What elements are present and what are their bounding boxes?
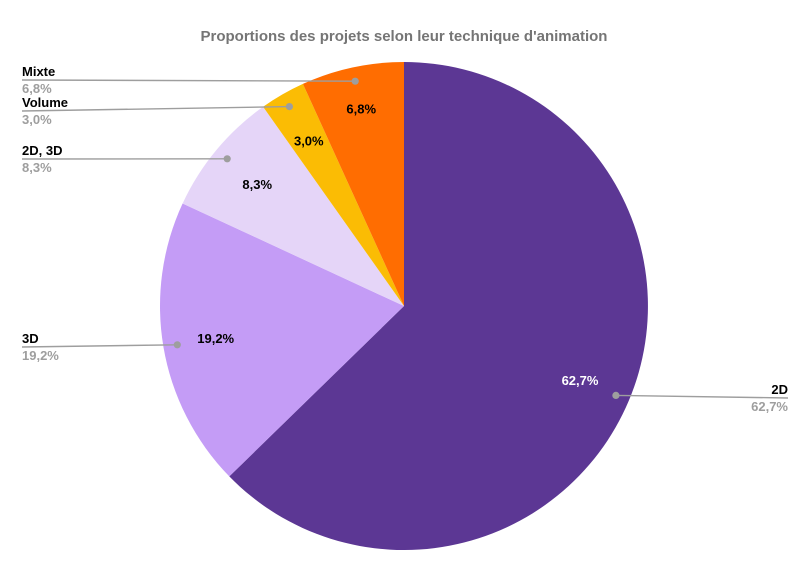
pie-slice-2d-3d[interactable] <box>182 106 404 306</box>
callout-percent-3d: 19,2% <box>22 348 59 363</box>
chart-title: Proportions des projets selon leur techn… <box>201 28 608 45</box>
callout-label-3d: 3D <box>22 331 39 346</box>
slice-value-2d-3d: 8,3% <box>242 177 272 192</box>
callout-label-volume: Volume <box>22 95 68 110</box>
pie-slice-3d[interactable] <box>159 203 404 477</box>
slice-value-volume: 3,0% <box>294 133 324 148</box>
callout-dot-3d <box>173 341 181 349</box>
callout-label-mixte: Mixte <box>22 64 55 79</box>
callout-percent-2d: 62,7% <box>751 399 788 414</box>
pie-slice-volume[interactable] <box>263 83 404 307</box>
callout-dot-2d <box>612 391 620 399</box>
pie-slice-mixte[interactable] <box>302 61 404 307</box>
pie-callouts: 2D 62,7% 3D 19,2% 2D, 3D 8,3% Volume 3,0% Mixte 6… <box>21 64 789 414</box>
pie-inside-labels: 62,7% 19,2% 8,3% 3,0% 6,8% <box>197 102 599 389</box>
callout-line-volume <box>21 105 290 112</box>
slice-value-2d: 62,7% <box>562 373 599 388</box>
callout-dot-volume <box>285 103 293 111</box>
callout-percent-mixte: 6,8% <box>22 81 52 96</box>
pie-slices <box>159 61 648 550</box>
callout-dot-2d-3d <box>223 155 231 163</box>
callout-line-2d <box>615 394 789 399</box>
slice-value-mixte: 6,8% <box>346 102 376 117</box>
callout-dot-mixte <box>351 77 359 85</box>
callout-line-mixte <box>21 79 356 82</box>
pie-slice-2d[interactable] <box>229 62 648 550</box>
callout-label-2d: 2D <box>771 382 788 397</box>
callout-percent-2d-3d: 8,3% <box>22 160 52 175</box>
callout-percent-volume: 3,0% <box>22 112 52 127</box>
callout-line-3d <box>21 344 178 348</box>
slice-value-3d: 19,2% <box>197 331 234 346</box>
callout-label-2d-3d: 2D, 3D <box>22 143 62 158</box>
